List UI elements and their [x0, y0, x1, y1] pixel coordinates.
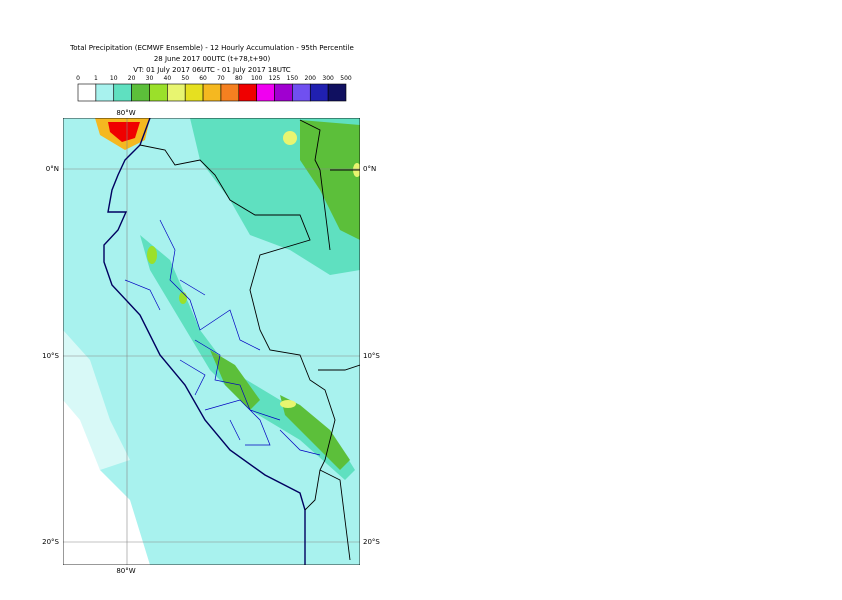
colorbar-label: 300 [322, 75, 334, 82]
colorbar-box [309, 83, 329, 102]
lon-label: 80°W [116, 567, 135, 575]
colorbar-label: 80 [235, 75, 243, 82]
colorbar-label: 20 [128, 75, 136, 82]
colorbar-box [202, 83, 222, 102]
colorbar-label: 70 [217, 75, 225, 82]
colorbar-label: 200 [305, 75, 317, 82]
colorbar-box [113, 83, 132, 102]
title: Total Precipitation (ECMWF Ensemble) - 1… [69, 44, 354, 52]
colorbar-box [238, 83, 257, 102]
colorbar-label: 1 [94, 75, 98, 82]
colorbar-box [220, 83, 240, 102]
valid-time: VT: 01 July 2017 06UTC - 01 July 2017 18… [133, 66, 291, 74]
colorbar-label: 150 [287, 75, 299, 82]
map [63, 118, 360, 565]
lat-label: 10°S [42, 352, 59, 360]
subtitle: 28 June 2017 00UTC (t+78,t+90) [154, 55, 271, 63]
lat-label: 0°N [363, 165, 376, 173]
colorbar-label: 50 [181, 75, 189, 82]
colorbar-box [149, 83, 168, 102]
colorbar-box [256, 83, 275, 102]
lat-label: 10°S [363, 352, 380, 360]
colorbar-label: 0 [76, 75, 80, 82]
lat-label: 20°S [363, 538, 380, 546]
colorbar-box [327, 83, 347, 102]
colorbar-box [292, 83, 311, 102]
colorbar-box [167, 83, 186, 102]
colorbar-label: 60 [199, 75, 207, 82]
colorbar-box [77, 83, 97, 102]
colorbar-box [95, 83, 115, 102]
colorbar-box [131, 83, 150, 102]
colorbar-label: 125 [269, 75, 281, 82]
colorbar-label: 30 [146, 75, 154, 82]
colorbar: 0 1 10 20 30 40 50 60 70 80 100 125 150 200 300 500 [76, 75, 352, 102]
colorbar-box [274, 83, 293, 102]
colorbar-label: 10 [110, 75, 118, 82]
colorbar-label: 500 [340, 75, 352, 82]
lon-label: 80°W [116, 109, 135, 117]
lat-label: 20°S [42, 538, 59, 546]
colorbar-box [184, 83, 204, 102]
colorbar-label: 100 [251, 75, 263, 82]
colorbar-label: 40 [164, 75, 172, 82]
lat-label: 0°N [46, 165, 59, 173]
